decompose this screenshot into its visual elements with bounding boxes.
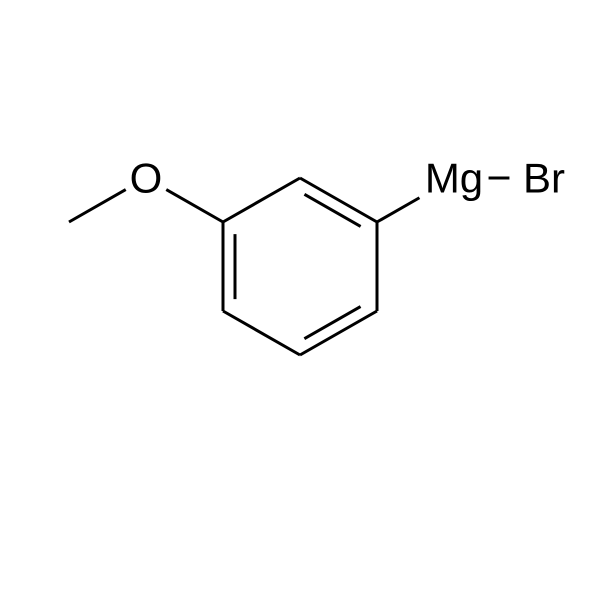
molecule-canvas: O Mg Br xyxy=(0,0,600,600)
atom-label-br: Br xyxy=(523,155,565,202)
bond-line xyxy=(166,190,223,222)
bond-line xyxy=(304,194,360,226)
bond-line xyxy=(304,307,360,339)
bond-line xyxy=(223,311,300,355)
bond-line xyxy=(69,190,126,222)
atom-label-o: O xyxy=(130,155,163,202)
bond-line xyxy=(377,198,419,222)
atom-label-mg: Mg xyxy=(425,155,483,202)
bond-line xyxy=(223,178,300,222)
